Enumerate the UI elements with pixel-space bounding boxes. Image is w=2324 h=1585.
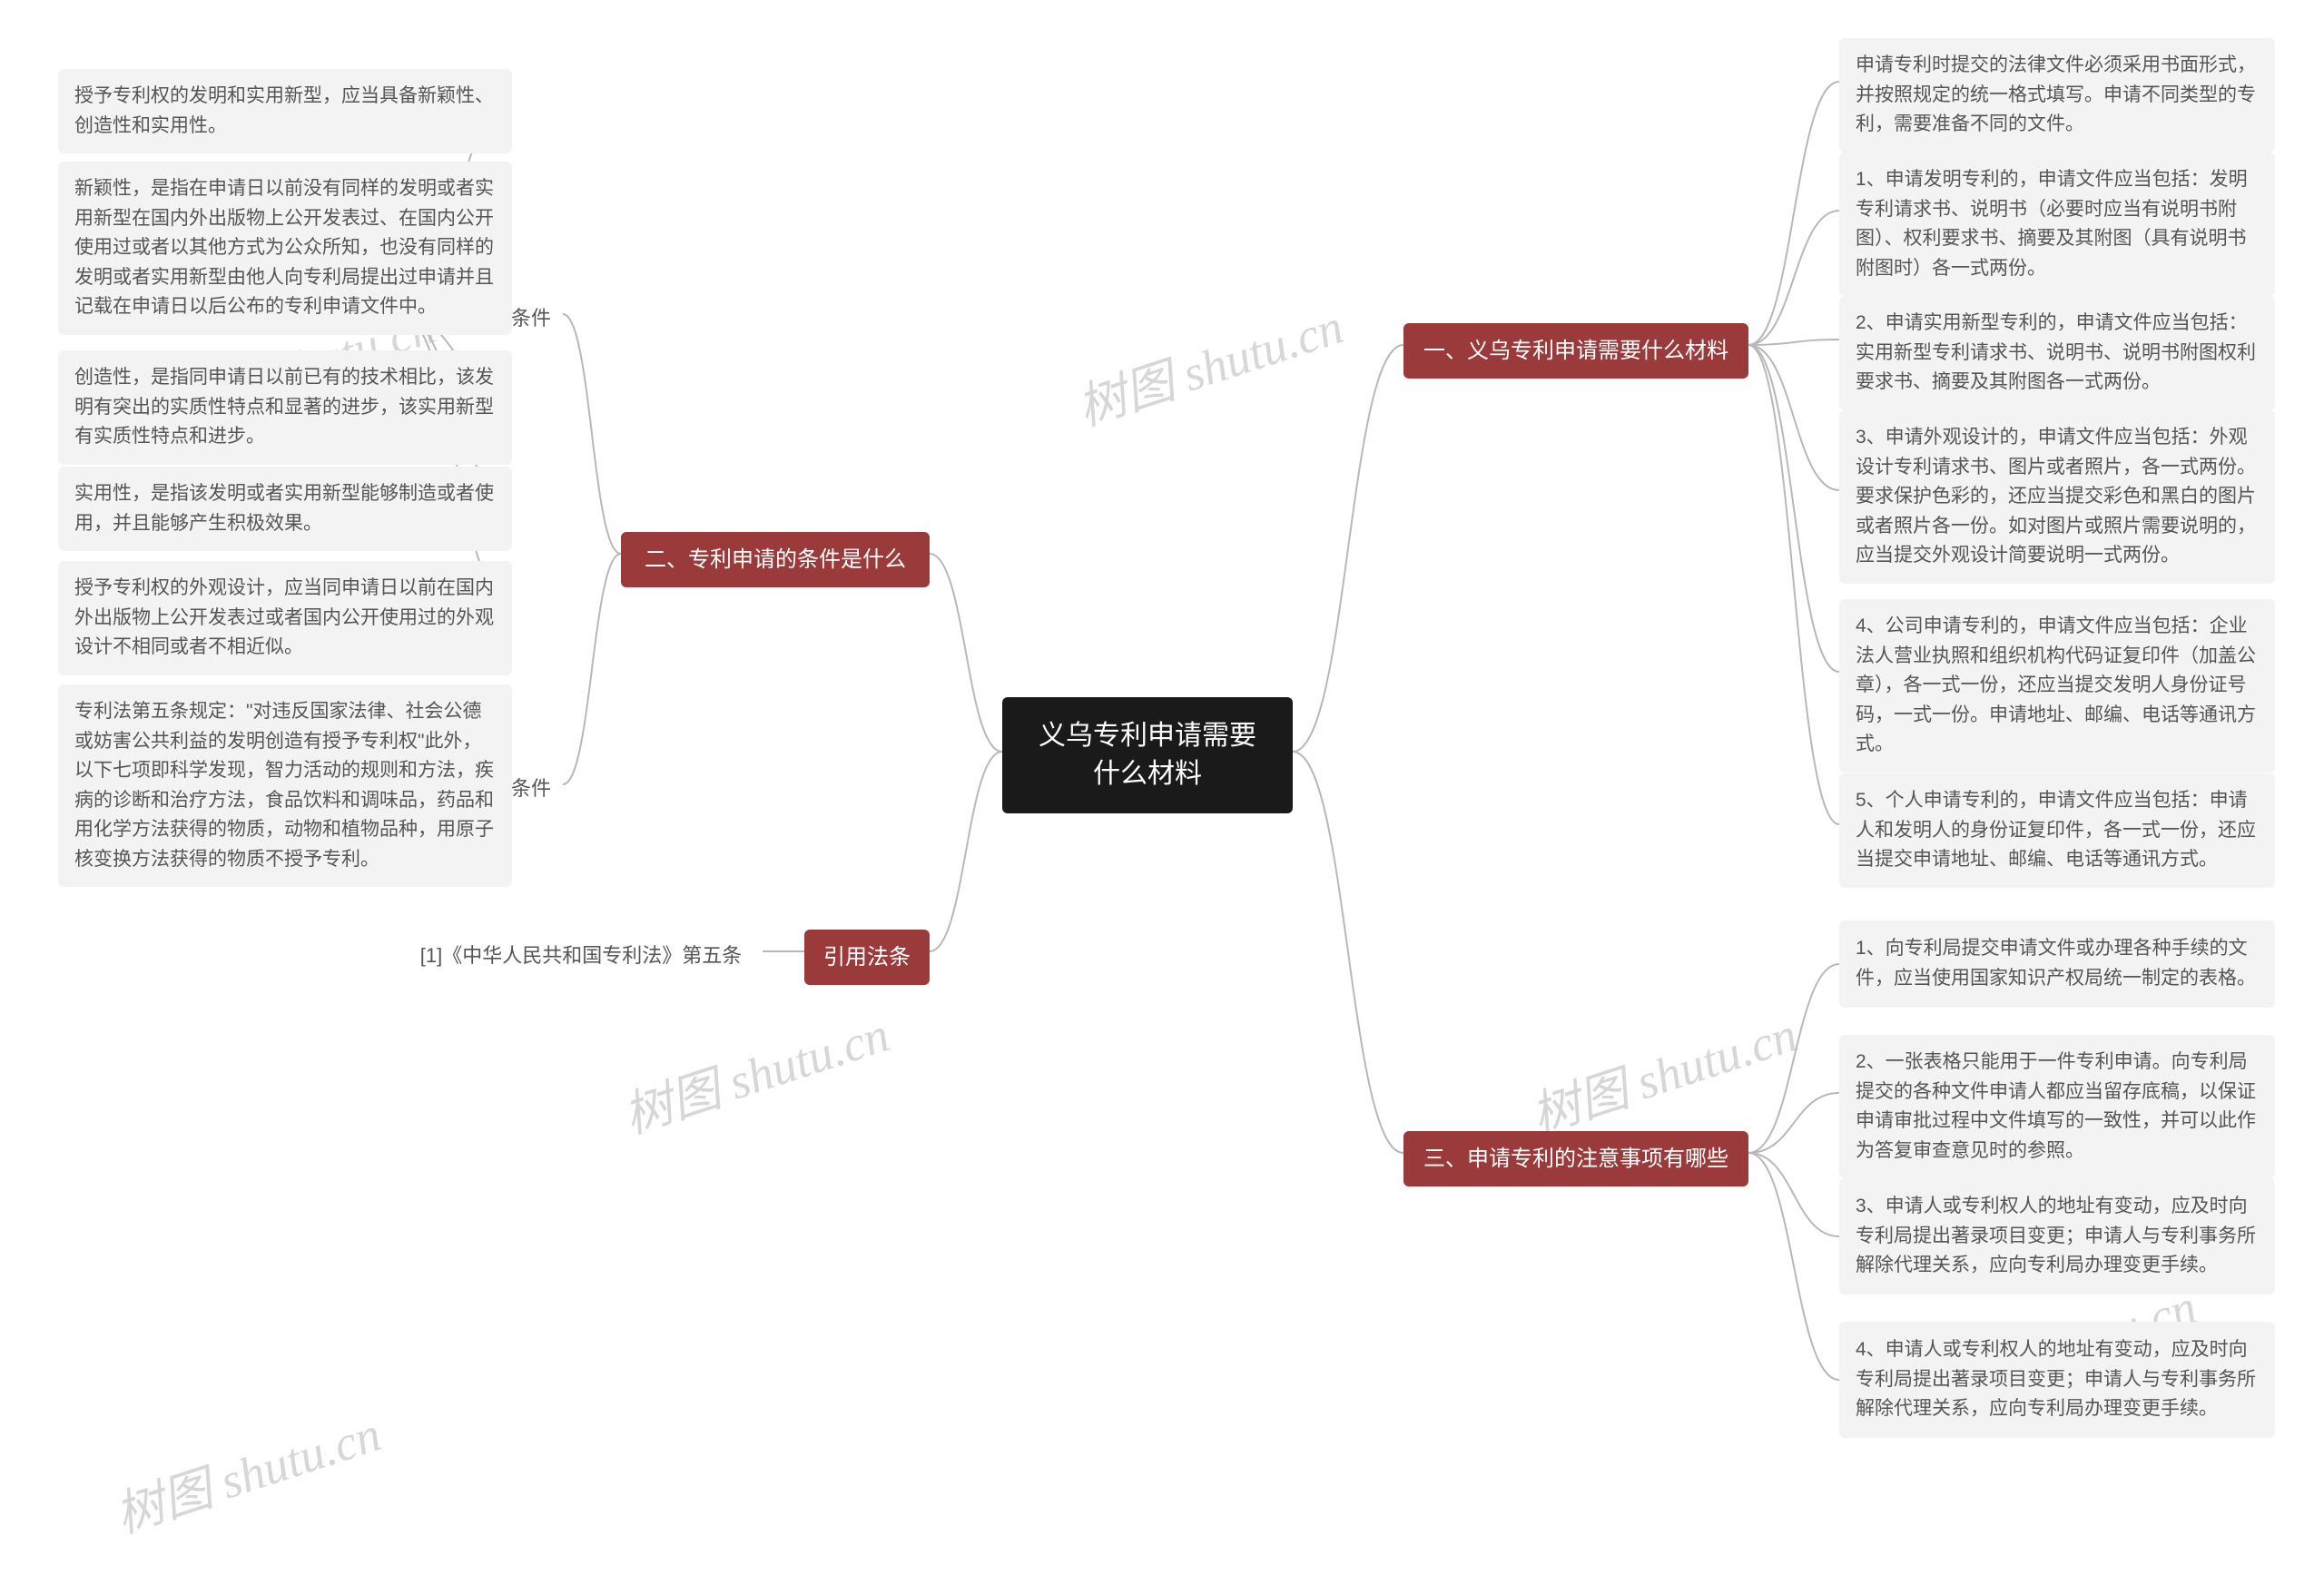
leaf-l2-0-1: 新颖性，是指在申请日以前没有同样的发明或者实用新型在国内外出版物上公开发表过、在… xyxy=(58,162,512,335)
leaf-r1-5: 5、个人申请专利的，申请文件应当包括：申请人和发明人的身份证复印件，各一式一份，… xyxy=(1839,773,2275,888)
watermark-3: 树图 shutu.cn xyxy=(613,994,897,1147)
leaf-r3-0-label: 1、向专利局提交申请文件或办理各种手续的文件，应当使用国家知识产权局统一制定的表… xyxy=(1856,934,2259,993)
leaf-r1-0: 申请专利时提交的法律文件必须采用书面形式，并按照规定的统一格式填写。申请不同类型… xyxy=(1839,38,2275,153)
leaf-r1-4-label: 4、公司申请专利的，申请文件应当包括：企业法人营业执照和组织机构代码证复印件（加… xyxy=(1856,612,2259,760)
leaf-l2-0-3: 实用性，是指该发明或者实用新型能够制造或者使用，并且能够产生积极效果。 xyxy=(58,467,512,551)
sub-lref-0: [1]《中华人民共和国专利法》第五条 xyxy=(399,933,763,979)
leaf-l2-0-3-label: 实用性，是指该发明或者实用新型能够制造或者使用，并且能够产生积极效果。 xyxy=(74,479,496,538)
branch-r1-label: 一、义乌专利申请需要什么材料 xyxy=(1423,334,1728,368)
leaf-r3-2-label: 3、申请人或专利权人的地址有变动，应及时向专利局提出著录项目变更；申请人与专利事… xyxy=(1856,1192,2259,1281)
leaf-r3-2: 3、申请人或专利权人的地址有变动，应及时向专利局提出著录项目变更；申请人与专利事… xyxy=(1839,1178,2275,1295)
leaf-r3-1-label: 2、一张表格只能用于一件专利申请。向专利局提交的各种文件申请人都应当留存底稿，以… xyxy=(1856,1048,2259,1166)
leaf-r1-2: 2、申请实用新型专利的，申请文件应当包括：实用新型专利请求书、说明书、说明书附图… xyxy=(1839,296,2275,410)
leaf-r1-3: 3、申请外观设计的，申请文件应当包括：外观设计专利请求书、图片或者照片，各一式两… xyxy=(1839,410,2275,584)
leaf-l2-0-0: 授予专利权的发明和实用新型，应当具备新颖性、创造性和实用性。 xyxy=(58,69,512,153)
watermark-4: 树图 shutu.cn xyxy=(1521,994,1805,1147)
branch-r1: 一、义乌专利申请需要什么材料 xyxy=(1403,323,1748,379)
leaf-l2-0-4: 授予专利权的外观设计，应当同申请日以前在国内外出版物上公开发表过或者国内公开使用… xyxy=(58,561,512,675)
leaf-r1-1-label: 1、申请发明专利的，申请文件应当包括：发明专利请求书、说明书（必要时应当有说明书… xyxy=(1856,165,2259,283)
leaf-r3-3-label: 4、申请人或专利权人的地址有变动，应及时向专利局提出著录项目变更；申请人与专利事… xyxy=(1856,1335,2259,1424)
leaf-r1-4: 4、公司申请专利的，申请文件应当包括：企业法人营业执照和组织机构代码证复印件（加… xyxy=(1839,599,2275,773)
leaf-r1-2-label: 2、申请实用新型专利的，申请文件应当包括：实用新型专利请求书、说明书、说明书附图… xyxy=(1856,309,2259,398)
leaf-l2-0-4-label: 授予专利权的外观设计，应当同申请日以前在国内外出版物上公开发表过或者国内公开使用… xyxy=(74,574,496,663)
leaf-l2-0-0-label: 授予专利权的发明和实用新型，应当具备新颖性、创造性和实用性。 xyxy=(74,82,496,141)
center-node: 义乌专利申请需要什么材料 xyxy=(1002,697,1293,813)
leaf-r1-5-label: 5、个人申请专利的，申请文件应当包括：申请人和发明人的身份证复印件，各一式一份，… xyxy=(1856,786,2259,875)
branch-l2-label: 二、专利申请的条件是什么 xyxy=(645,543,906,576)
leaf-l2-0-2: 创造性，是指同申请日以前已有的技术相比，该发明有突出的实质性特点和显著的进步，该… xyxy=(58,350,512,465)
leaf-r3-1: 2、一张表格只能用于一件专利申请。向专利局提交的各种文件申请人都应当留存底稿，以… xyxy=(1839,1035,2275,1178)
branch-r3: 三、申请专利的注意事项有哪些 xyxy=(1403,1131,1748,1186)
mindmap-canvas: 树图 shutu.cn 树图 shutu.cn 树图 shutu.cn 树图 shut… xyxy=(0,0,2324,1585)
leaf-r1-1: 1、申请发明专利的，申请文件应当包括：发明专利请求书、说明书（必要时应当有说明书… xyxy=(1839,153,2275,296)
leaf-r1-3-label: 3、申请外观设计的，申请文件应当包括：外观设计专利请求书、图片或者照片，各一式两… xyxy=(1856,423,2259,571)
leaf-l2-0-2-label: 创造性，是指同申请日以前已有的技术相比，该发明有突出的实质性特点和显著的进步，该… xyxy=(74,363,496,452)
branch-l2: 二、专利申请的条件是什么 xyxy=(621,532,930,587)
leaf-r1-0-label: 申请专利时提交的法律文件必须采用书面形式，并按照规定的统一格式填写。申请不同类型… xyxy=(1856,51,2259,140)
watermark-5: 树图 shutu.cn xyxy=(104,1393,389,1547)
leaf-r3-0: 1、向专利局提交申请文件或办理各种手续的文件，应当使用国家知识产权局统一制定的表… xyxy=(1839,920,2275,1008)
watermark-1: 树图 shutu.cn xyxy=(1067,286,1351,439)
leaf-l2-1-0: 专利法第五条规定："对违反国家法律、社会公德或妨害公共利益的发明创造有授予专利权… xyxy=(58,684,512,887)
branch-r3-label: 三、申请专利的注意事项有哪些 xyxy=(1423,1142,1728,1176)
sub-lref-0-label: [1]《中华人民共和国专利法》第五条 xyxy=(420,940,742,971)
leaf-l2-0-1-label: 新颖性，是指在申请日以前没有同样的发明或者实用新型在国内外出版物上公开发表过、在… xyxy=(74,174,496,322)
leaf-r3-3: 4、申请人或专利权人的地址有变动，应及时向专利局提出著录项目变更；申请人与专利事… xyxy=(1839,1322,2275,1438)
leaf-l2-1-0-label: 专利法第五条规定："对违反国家法律、社会公德或妨害公共利益的发明创造有授予专利权… xyxy=(74,697,496,874)
branch-lref: 引用法条 xyxy=(804,930,930,985)
branch-lref-label: 引用法条 xyxy=(823,940,911,974)
center-node-label: 义乌专利申请需要什么材料 xyxy=(1026,717,1269,793)
